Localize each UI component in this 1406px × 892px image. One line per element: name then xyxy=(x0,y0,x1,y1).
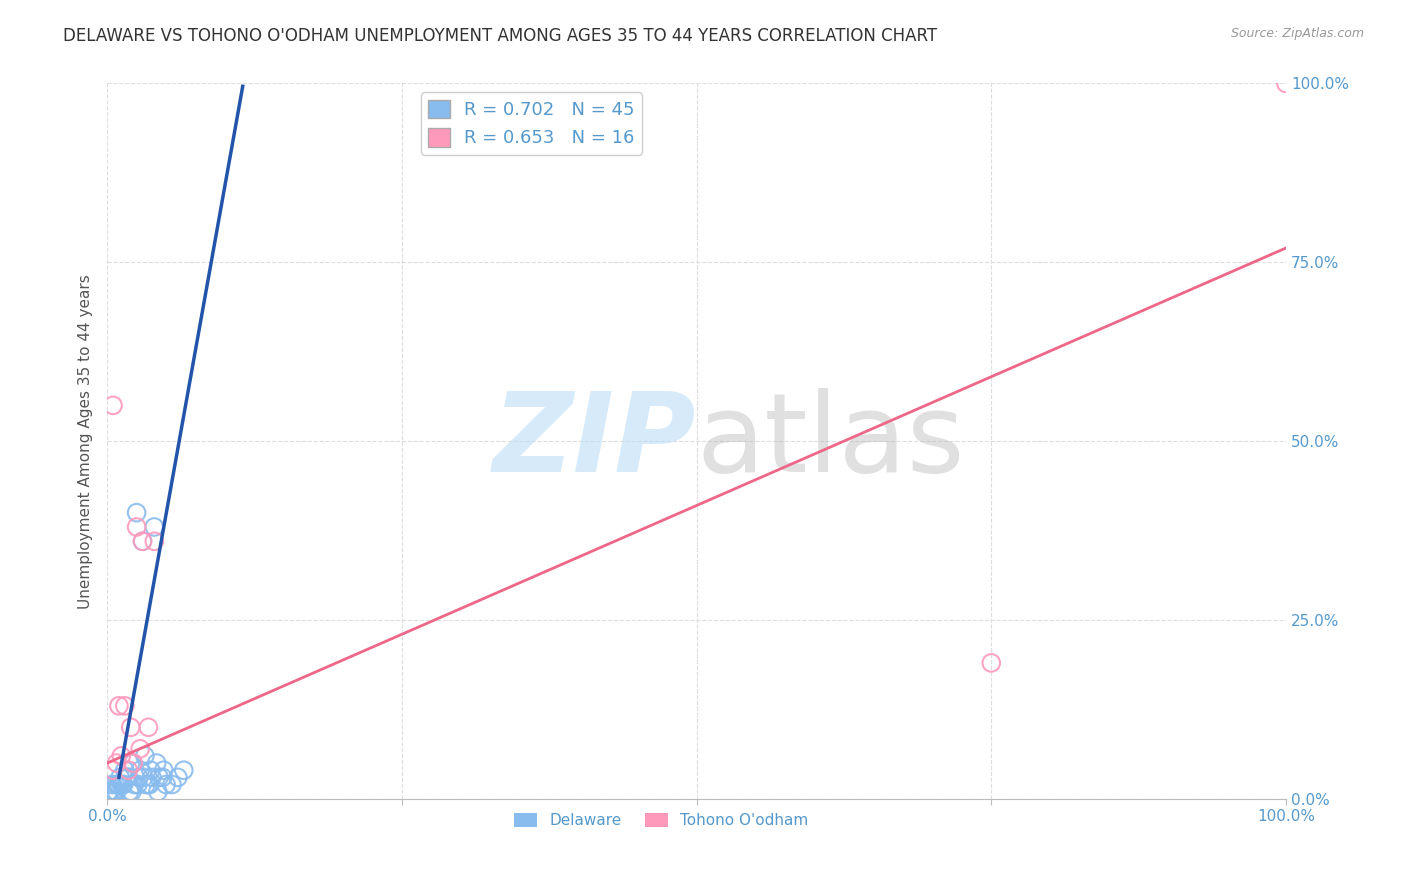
Point xyxy=(160,778,183,792)
Point xyxy=(120,756,142,770)
Point xyxy=(125,506,148,520)
Point xyxy=(980,656,1002,670)
Point xyxy=(120,720,142,734)
Point xyxy=(114,698,136,713)
Point xyxy=(115,770,138,784)
Point xyxy=(108,778,131,792)
Point xyxy=(115,770,138,784)
Point xyxy=(1275,77,1298,91)
Point xyxy=(152,763,174,777)
Point xyxy=(110,748,132,763)
Point xyxy=(143,520,166,534)
Point xyxy=(148,770,170,784)
Point xyxy=(129,763,152,777)
Point xyxy=(131,534,153,549)
Legend: Delaware, Tohono O'odham: Delaware, Tohono O'odham xyxy=(508,807,814,834)
Y-axis label: Unemployment Among Ages 35 to 44 years: Unemployment Among Ages 35 to 44 years xyxy=(79,274,93,608)
Text: DELAWARE VS TOHONO O'ODHAM UNEMPLOYMENT AMONG AGES 35 TO 44 YEARS CORRELATION CH: DELAWARE VS TOHONO O'ODHAM UNEMPLOYMENT … xyxy=(63,27,938,45)
Point xyxy=(146,785,169,799)
Point xyxy=(108,770,131,784)
Point xyxy=(117,770,139,784)
Point xyxy=(129,741,152,756)
Point xyxy=(127,778,149,792)
Point xyxy=(138,720,160,734)
Point xyxy=(134,748,156,763)
Point xyxy=(152,770,174,784)
Text: atlas: atlas xyxy=(696,388,965,495)
Point xyxy=(125,520,148,534)
Text: ZIP: ZIP xyxy=(494,388,696,495)
Point xyxy=(105,756,128,770)
Point xyxy=(122,756,145,770)
Point xyxy=(100,785,122,799)
Point xyxy=(101,763,124,777)
Point xyxy=(108,698,131,713)
Point xyxy=(128,770,150,784)
Point xyxy=(97,785,120,799)
Point xyxy=(101,778,124,792)
Point xyxy=(117,763,139,777)
Point xyxy=(121,785,143,799)
Point xyxy=(105,785,128,799)
Point xyxy=(167,770,190,784)
Point xyxy=(114,763,136,777)
Point xyxy=(141,770,163,784)
Point xyxy=(101,785,124,799)
Point xyxy=(138,778,160,792)
Point xyxy=(107,778,129,792)
Point xyxy=(111,778,134,792)
Point xyxy=(118,785,141,799)
Point xyxy=(135,778,157,792)
Point xyxy=(131,534,153,549)
Point xyxy=(103,785,125,799)
Point xyxy=(138,778,160,792)
Point xyxy=(104,778,127,792)
Point xyxy=(98,785,121,799)
Point xyxy=(122,778,145,792)
Text: Source: ZipAtlas.com: Source: ZipAtlas.com xyxy=(1230,27,1364,40)
Point xyxy=(173,763,195,777)
Point xyxy=(101,398,124,412)
Point xyxy=(110,778,132,792)
Point xyxy=(155,778,177,792)
Point xyxy=(143,534,166,549)
Point xyxy=(139,763,162,777)
Point xyxy=(145,756,167,770)
Point xyxy=(132,770,155,784)
Point xyxy=(112,778,135,792)
Point xyxy=(122,756,145,770)
